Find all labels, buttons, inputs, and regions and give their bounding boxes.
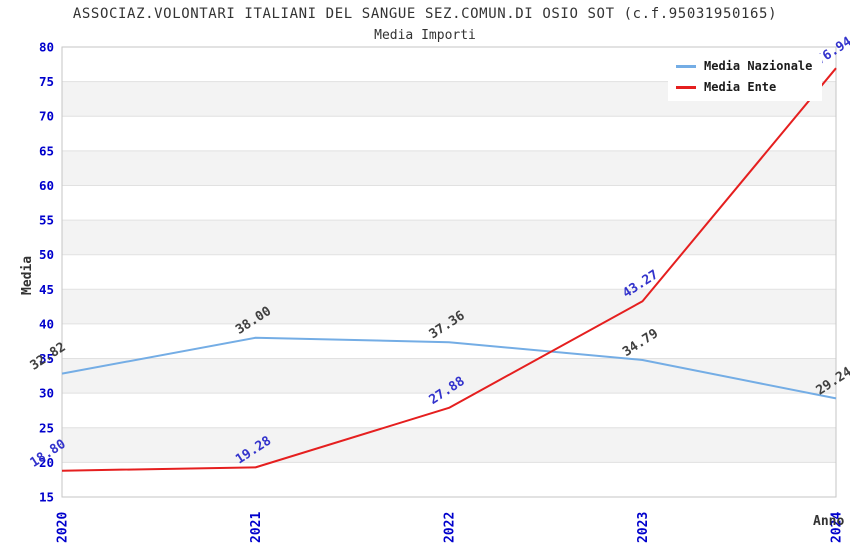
series-line-media-ente — [61, 67, 837, 472]
y-axis-title: Media — [20, 255, 35, 295]
y-tick-label: 60 — [39, 178, 54, 193]
x-tick-label: 2020 — [56, 512, 71, 543]
plot-band — [62, 220, 836, 255]
legend-swatch-blue-line-icon — [676, 64, 696, 68]
y-tick-label: 40 — [39, 316, 54, 331]
plot-band — [62, 150, 836, 186]
legend-item-media-nazionale: Media Nazionale — [676, 59, 812, 73]
y-tick-label: 70 — [39, 109, 54, 124]
y-tick-label: 20 — [39, 455, 54, 470]
legend-item-media-ente: Media Ente — [676, 80, 812, 94]
plot-band — [62, 358, 836, 394]
x-tick-label: 2021 — [249, 512, 264, 543]
chart-subtitle: Media Importi — [374, 28, 476, 43]
legend-label: Media Nazionale — [704, 59, 813, 73]
plot-band — [62, 427, 836, 463]
legend-label: Media Ente — [704, 80, 777, 94]
series-line-media-nazionale — [61, 336, 837, 400]
y-tick-label: 35 — [39, 351, 54, 366]
y-tick-label: 30 — [39, 386, 54, 401]
y-tick-label: 55 — [39, 213, 54, 228]
legend: Media Nazionale Media Ente — [668, 54, 823, 101]
x-tick-label: 2023 — [636, 512, 651, 543]
y-tick-label: 80 — [39, 40, 54, 55]
plot-band — [62, 289, 836, 324]
x-tick-label: 2022 — [443, 512, 458, 543]
y-tick-label: 25 — [39, 420, 54, 435]
chart-title: ASSOCIAZ.VOLONTARI ITALIANI DEL SANGUE S… — [72, 6, 778, 22]
data-point-label: 34.79 — [620, 326, 661, 360]
y-tick-label: 15 — [39, 490, 54, 505]
x-axis-title: Anno — [813, 514, 845, 529]
x-tick-label: 2024 — [830, 512, 845, 543]
y-tick-label: 65 — [39, 143, 54, 158]
y-tick-label: 45 — [39, 282, 54, 297]
plot-border — [61, 46, 837, 498]
legend-swatch-red-line-icon — [676, 85, 696, 89]
y-tick-label: 75 — [39, 74, 54, 89]
y-tick-label: 50 — [39, 247, 54, 262]
